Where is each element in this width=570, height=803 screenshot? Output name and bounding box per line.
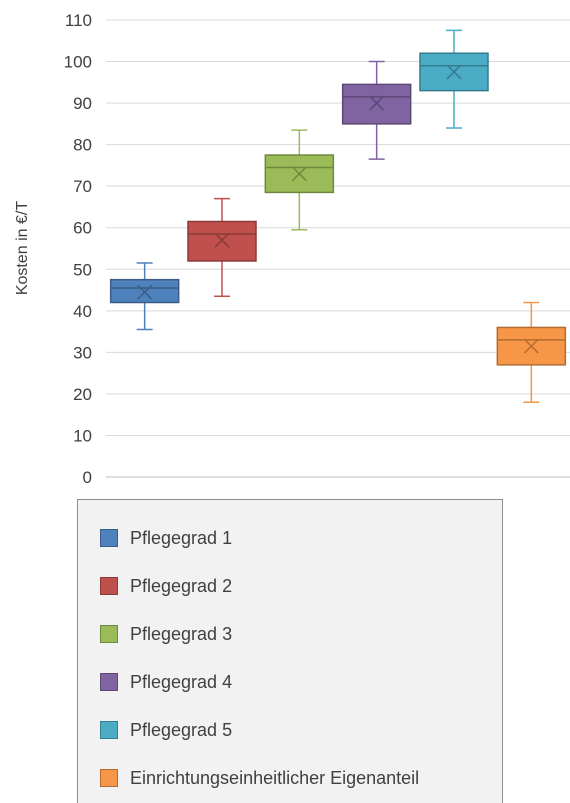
legend-swatch — [100, 529, 118, 547]
legend-swatch — [100, 673, 118, 691]
y-tick-label-30: 30 — [73, 343, 92, 362]
legend-swatch — [100, 769, 118, 787]
box-2 — [188, 199, 256, 297]
chart-legend: Pflegegrad 1 Pflegegrad 2 Pflegegrad 3 Pfle… — [77, 499, 503, 803]
y-tick-label-40: 40 — [73, 302, 92, 321]
y-tick-label-110: 110 — [65, 11, 92, 30]
legend-label: Pflegegrad 2 — [130, 576, 232, 597]
legend-label: Einrichtungseinheitlicher Eigenanteil — [130, 768, 419, 789]
legend-item-3: Pflegegrad 3 — [100, 622, 232, 646]
y-tick-label-100: 100 — [64, 53, 92, 72]
box-5 — [420, 30, 488, 128]
box-6 — [497, 303, 565, 403]
legend-item-2: Pflegegrad 2 — [100, 574, 232, 598]
gridlines — [106, 20, 570, 477]
y-tick-label-90: 90 — [73, 94, 92, 113]
y-tick-label-20: 20 — [73, 385, 92, 404]
y-tick-label-70: 70 — [73, 177, 92, 196]
y-axis: 0 10 20 30 40 50 60 70 80 90 100 110 — [64, 11, 92, 487]
box-plot-chart: 0 10 20 30 40 50 60 70 80 90 100 110 Kosten in €/T — [0, 0, 570, 500]
legend-swatch — [100, 721, 118, 739]
y-tick-label-50: 50 — [73, 260, 92, 279]
box-series — [111, 30, 566, 402]
legend-swatch — [100, 577, 118, 595]
y-tick-label-10: 10 — [73, 426, 92, 445]
legend-swatch — [100, 625, 118, 643]
legend-item-5: Pflegegrad 5 — [100, 718, 232, 742]
legend-label: Pflegegrad 5 — [130, 720, 232, 741]
y-axis-label: Kosten in €/T — [14, 201, 31, 296]
y-tick-label-80: 80 — [73, 136, 92, 155]
legend-label: Pflegegrad 1 — [130, 528, 232, 549]
legend-item-1: Pflegegrad 1 — [100, 526, 232, 550]
legend-label: Pflegegrad 4 — [130, 672, 232, 693]
y-tick-label-60: 60 — [73, 219, 92, 238]
y-tick-label-0: 0 — [83, 468, 92, 487]
legend-label: Pflegegrad 3 — [130, 624, 232, 645]
legend-item-4: Pflegegrad 4 — [100, 670, 232, 694]
box-1 — [111, 263, 179, 329]
legend-item-6: Einrichtungseinheitlicher Eigenanteil — [100, 766, 419, 790]
